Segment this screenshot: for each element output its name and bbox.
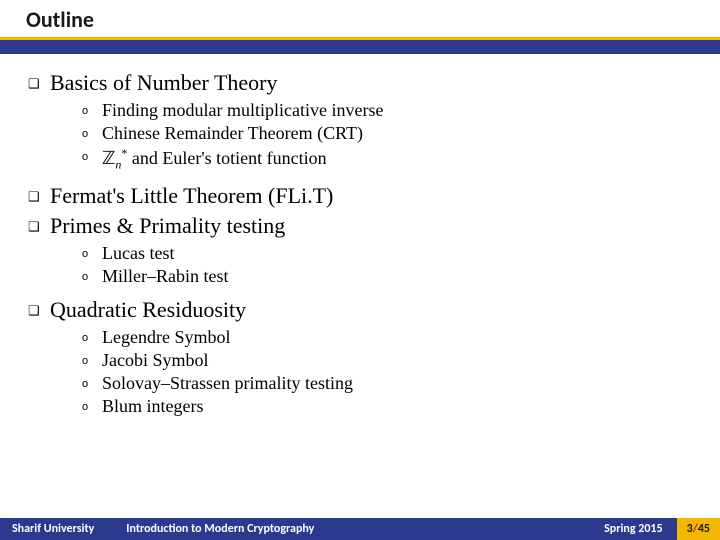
sub-bullet-icon: o: [82, 248, 92, 260]
outline-item: ❑ Fermat's Little Theorem (FLi.T): [28, 183, 692, 209]
sub-list: o Lucas test o Miller–Rabin test: [82, 243, 692, 287]
sub-item-label: ℤn* and Euler's totient function: [102, 146, 327, 173]
outline-item-label: Primes & Primality testing: [50, 213, 285, 239]
sub-item-label: Legendre Symbol: [102, 327, 230, 348]
outline-item: ❑ Quadratic Residuosity: [28, 297, 692, 323]
sub-bullet-icon: o: [82, 355, 92, 367]
outline-item: ❑ Basics of Number Theory: [28, 70, 692, 96]
page-total: 45: [698, 522, 710, 536]
sub-item-label: Lucas test: [102, 243, 174, 264]
sub-bullet-icon: o: [82, 128, 92, 140]
bullet-icon: ❑: [28, 189, 40, 205]
sub-item: o Solovay–Strassen primality testing: [82, 373, 692, 394]
slide-content: ❑ Basics of Number Theory o Finding modu…: [0, 54, 720, 417]
sub-item: o Chinese Remainder Theorem (CRT): [82, 123, 692, 144]
title-bar: Outline: [0, 0, 720, 37]
sub-item: o Jacobi Symbol: [82, 350, 692, 371]
footer-course: Introduction to Modern Cryptography: [106, 518, 590, 540]
sub-list: o Legendre Symbol o Jacobi Symbol o Solo…: [82, 327, 692, 417]
outline-item-label: Fermat's Little Theorem (FLi.T): [50, 183, 333, 209]
slide-title: Outline: [26, 6, 94, 33]
bullet-icon: ❑: [28, 76, 40, 92]
outline-item-label: Basics of Number Theory: [50, 70, 278, 96]
sub-bullet-icon: o: [82, 378, 92, 390]
sub-bullet-icon: o: [82, 105, 92, 117]
sub-item-label: Blum integers: [102, 396, 204, 417]
sub-item-label: Chinese Remainder Theorem (CRT): [102, 123, 363, 144]
outline-item: ❑ Primes & Primality testing: [28, 213, 692, 239]
sub-bullet-icon: o: [82, 151, 92, 163]
sub-item: o Legendre Symbol: [82, 327, 692, 348]
sub-item-label: Finding modular multiplicative inverse: [102, 100, 383, 121]
sub-item: o Finding modular multiplicative inverse: [82, 100, 692, 121]
footer-term: Spring 2015: [590, 518, 677, 540]
sub-item: o Lucas test: [82, 243, 692, 264]
footer-university: Sharif University: [0, 518, 106, 540]
bullet-icon: ❑: [28, 303, 40, 319]
sub-list: o Finding modular multiplicative inverse…: [82, 100, 692, 173]
footer-page-number: 3/45: [677, 518, 720, 540]
sub-bullet-icon: o: [82, 401, 92, 413]
sub-item-label: Jacobi Symbol: [102, 350, 209, 371]
sub-item: o ℤn* and Euler's totient function: [82, 146, 692, 173]
outline-item-label: Quadratic Residuosity: [50, 297, 246, 323]
sub-item: o Miller–Rabin test: [82, 266, 692, 287]
sub-item: o Blum integers: [82, 396, 692, 417]
sub-item-label: Miller–Rabin test: [102, 266, 228, 287]
slide-footer: Sharif University Introduction to Modern…: [0, 518, 720, 540]
bullet-icon: ❑: [28, 219, 40, 235]
sub-bullet-icon: o: [82, 332, 92, 344]
sub-item-label: Solovay–Strassen primality testing: [102, 373, 353, 394]
header-band: [0, 40, 720, 54]
slide-header: Outline: [0, 0, 720, 54]
sub-bullet-icon: o: [82, 271, 92, 283]
